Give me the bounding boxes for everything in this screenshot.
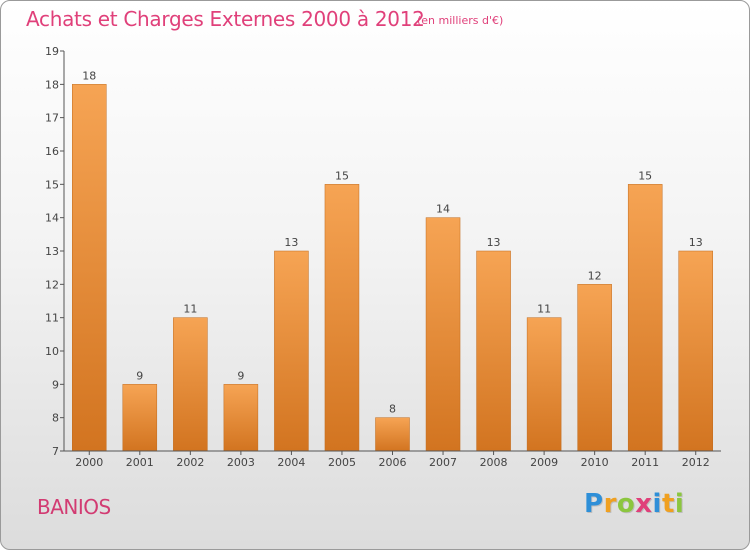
bar-2007 [425,217,461,452]
x-tick-label-2011: 2011 [631,456,659,469]
y-tick-label: 15 [45,178,59,191]
bar-2010 [577,284,612,452]
data-label-2000: 18 [82,69,96,82]
y-tick-label: 10 [45,345,59,358]
bar-2000 [72,84,107,452]
proxiti-logo: Proxiti [584,489,684,519]
y-tick-label: 9 [52,378,59,391]
x-tick-label-2005: 2005 [328,456,356,469]
x-tick-label-2012: 2012 [682,456,710,469]
data-label-2006: 8 [389,403,396,416]
data-label-2008: 13 [487,236,501,249]
bar-2001 [122,384,158,452]
logo-letter: P [584,489,604,519]
data-label-2010: 12 [588,269,602,282]
bar-2012 [678,250,713,452]
y-tick-label: 8 [52,412,59,425]
x-tick-label-2008: 2008 [480,456,508,469]
x-tick-label-2002: 2002 [176,456,204,469]
data-label-2004: 13 [284,236,298,249]
data-label-2002: 11 [183,303,197,316]
x-tick-label-2009: 2009 [530,456,558,469]
data-label-2011: 15 [638,169,652,182]
data-label-2012: 13 [689,236,703,249]
chart-subtitle: (en milliers d'€) [417,14,504,27]
y-tick-label: 14 [45,212,59,225]
bar-2002 [173,317,208,452]
bar-2003 [223,384,259,452]
logo-letter: i [652,489,662,519]
x-tick-label-2010: 2010 [581,456,609,469]
y-tick-label: 7 [52,445,59,458]
y-tick-label: 11 [45,312,59,325]
logo-letter: r [603,489,617,519]
logo-letter: x [635,489,653,519]
x-tick-label-2006: 2006 [379,456,407,469]
data-label-2001: 9 [136,369,143,382]
x-tick-label-2000: 2000 [75,456,103,469]
y-tick-label: 12 [45,278,59,291]
y-tick-label: 18 [45,78,59,91]
y-tick-label: 16 [45,145,59,158]
data-label-2005: 15 [335,169,349,182]
bar-2011 [627,184,663,452]
bar-2006 [375,417,410,452]
chart-title: Achats et Charges Externes 2000 à 2012 [26,7,425,31]
logo-letter: t [661,489,675,519]
x-tick-label-2004: 2004 [277,456,305,469]
x-tick-label-2003: 2003 [227,456,255,469]
data-label-2003: 9 [237,369,244,382]
bar-2005 [324,184,360,452]
logo-letter: i [674,489,685,519]
x-tick-label-2007: 2007 [429,456,457,469]
commune-name: BANIOS [37,495,111,519]
x-tick-label-2001: 2001 [126,456,154,469]
data-label-2009: 11 [537,303,551,316]
y-tick-label: 17 [45,112,59,125]
bar-2004 [274,250,309,452]
data-label-2007: 14 [436,203,450,216]
bar-2008 [476,250,511,452]
y-tick-label: 13 [45,245,59,258]
y-tick-label: 19 [45,45,59,58]
logo-letter: o [616,489,636,519]
bar-2009 [526,317,562,452]
